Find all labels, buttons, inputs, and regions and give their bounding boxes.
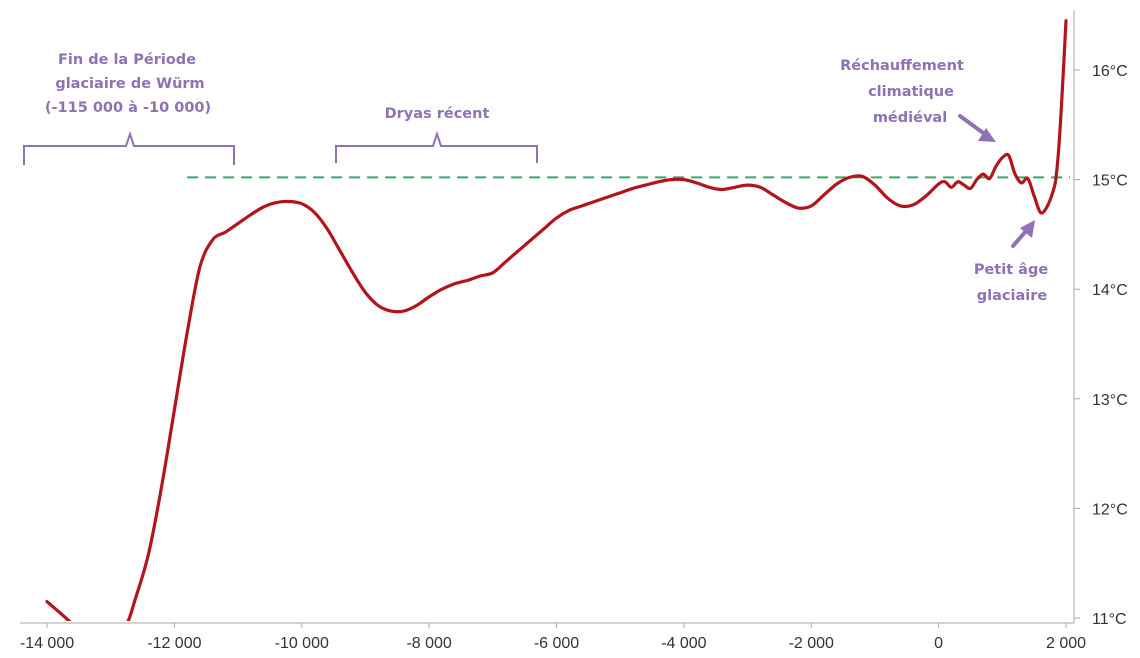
x-tick-label: -8 000 <box>406 635 451 652</box>
x-tick-label: -14 000 <box>20 635 74 652</box>
y-tick-label: 11°C <box>1092 611 1127 628</box>
y-tick-label: 14°C <box>1092 282 1128 299</box>
y-tick-label: 16°C <box>1092 63 1128 80</box>
wurm-bracket <box>23 130 235 165</box>
annotation-dryas: Dryas récent <box>385 106 490 122</box>
medieval-arrow <box>958 114 996 142</box>
annotation-little-ice-age-line-1: Petit âge <box>974 262 1049 278</box>
temperature-series-line <box>45 19 1068 621</box>
x-tick-label: -2 000 <box>789 635 834 652</box>
x-tick-label: 0 <box>934 635 943 652</box>
annotation-little-ice-age-line-2: glaciaire <box>977 288 1048 304</box>
y-tick-group: 11°C 12°C 13°C 14°C 15°C 16°C <box>1074 63 1128 628</box>
x-tick-label: -4 000 <box>661 635 706 652</box>
annotation-wurm-line-1: Fin de la Période <box>58 52 196 68</box>
x-tick-label: -12 000 <box>147 635 201 652</box>
x-tick-label: 2 000 <box>1046 635 1086 652</box>
x-tick-group: -14 000 -12 000 -10 000 -8 000 -6 000 -4 000 -… <box>20 623 1086 652</box>
x-tick-label: -10 000 <box>275 635 329 652</box>
annotation-medieval-line-1: Réchauffement <box>840 58 964 74</box>
annotation-wurm-line-3: (-115 000 à -10 000) <box>45 100 211 116</box>
dryas-bracket <box>335 130 538 163</box>
annotation-medieval-line-3: médiéval <box>873 110 947 126</box>
x-tick-label: -6 000 <box>534 635 579 652</box>
little-ice-age-arrow <box>1011 220 1035 248</box>
y-tick-label: 15°C <box>1092 173 1128 190</box>
annotation-wurm-line-2: glaciaire de Würm <box>55 76 204 92</box>
y-tick-label: 13°C <box>1092 392 1128 409</box>
annotation-medieval-line-2: climatique <box>868 84 954 100</box>
y-tick-label: 12°C <box>1092 501 1128 518</box>
